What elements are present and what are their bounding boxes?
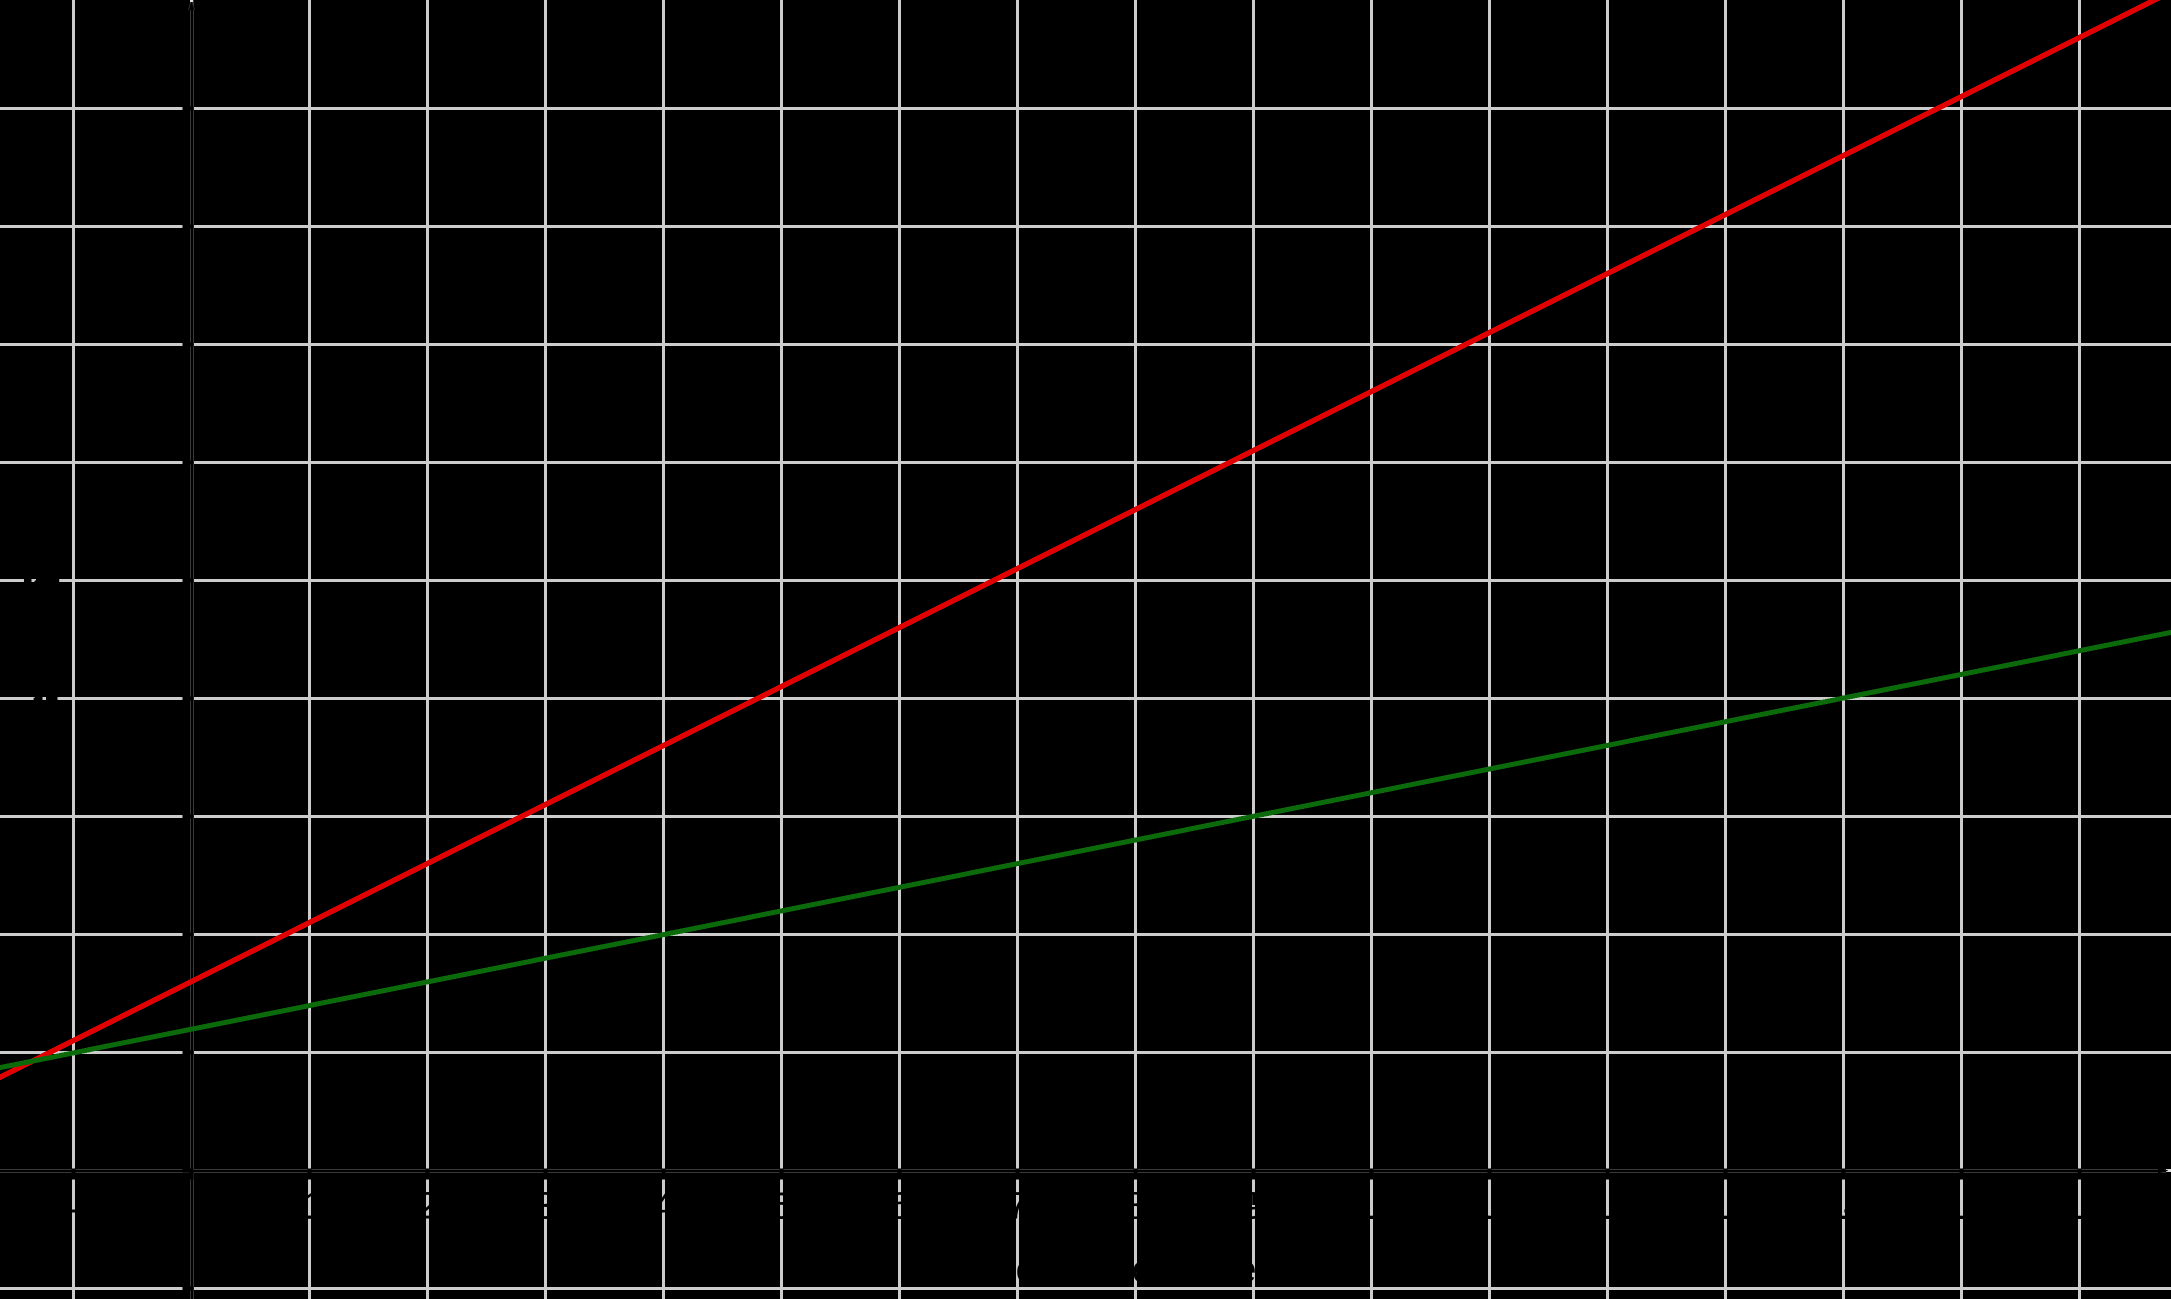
svg-text:5: 5 [771,1186,792,1228]
svg-text:-1: -1 [68,1188,102,1230]
svg-text:13: 13 [1704,1186,1746,1228]
svg-text:Zeit in Sekunden: Zeit in Sekunden [992,1249,1277,1291]
svg-text:2: 2 [417,1186,438,1228]
svg-text:14: 14 [1822,1186,1864,1228]
svg-text:12: 12 [1586,1186,1628,1228]
svg-text:11: 11 [1470,1186,1509,1228]
svg-text:9: 9 [1243,1186,1264,1228]
svg-text:16: 16 [2058,1186,2100,1228]
svg-text:10: 10 [1350,1186,1392,1228]
svg-text:7: 7 [1007,1186,1028,1228]
svg-text:3: 3 [535,1186,556,1228]
svg-text:1: 1 [302,1186,323,1228]
svg-text:15: 15 [1940,1186,1982,1228]
svg-text:8: 8 [1125,1186,1146,1228]
svg-text:6: 6 [889,1186,910,1228]
svg-text:Strecke in m: Strecke in m [21,534,63,745]
svg-text:4: 4 [653,1186,674,1228]
